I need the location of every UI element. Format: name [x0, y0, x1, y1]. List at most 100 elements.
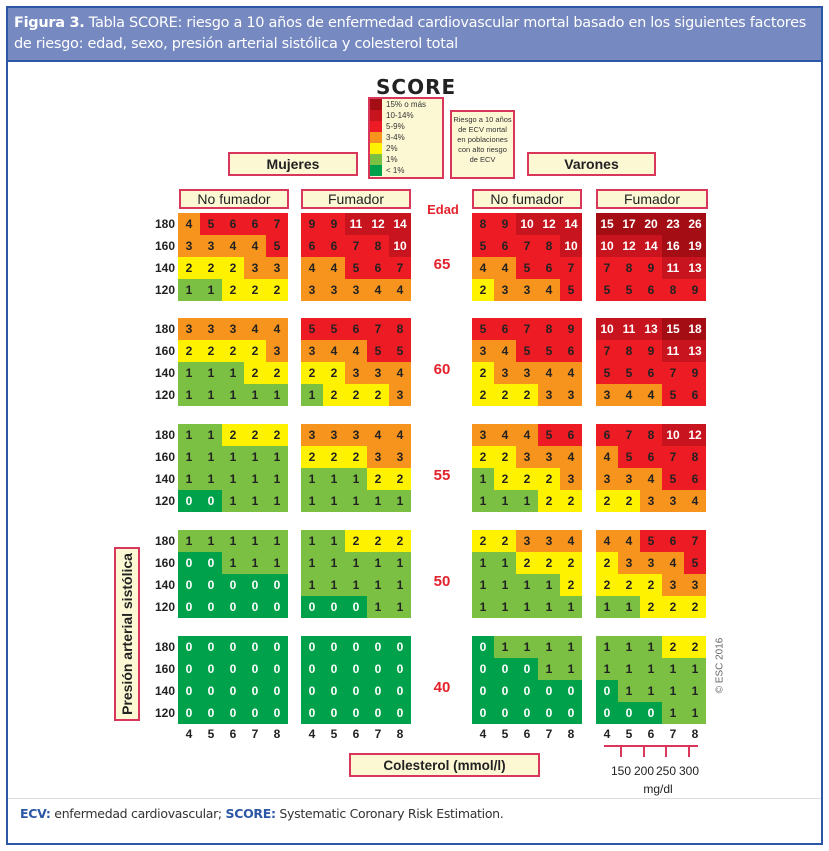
risk-cell: 1 — [367, 552, 389, 574]
risk-cell: 4 — [266, 318, 288, 340]
risk-cell: 4 — [640, 384, 662, 406]
sbp-tick-label: 180 — [154, 217, 175, 231]
risk-cell: 5 — [596, 362, 618, 384]
risk-cell: 1 — [560, 636, 582, 658]
age-label: 60 — [433, 361, 451, 378]
risk-cell: 6 — [596, 424, 618, 446]
risk-cell: 2 — [200, 257, 222, 279]
risk-cell: 2 — [560, 574, 582, 596]
risk-cell: 0 — [367, 680, 389, 702]
risk-cell: 1 — [389, 490, 411, 512]
risk-cell: 20 — [640, 213, 662, 235]
risk-cell: 2 — [345, 530, 367, 552]
risk-cell: 2 — [516, 384, 538, 406]
risk-cell: 9 — [640, 340, 662, 362]
risk-cell: 3 — [200, 318, 222, 340]
risk-cell: 0 — [178, 552, 200, 574]
risk-cell: 0 — [222, 636, 244, 658]
risk-cell: 26 — [684, 213, 706, 235]
cholesterol-tick-label: 6 — [523, 727, 531, 741]
sbp-tick-label: 180 — [154, 534, 175, 548]
risk-cell: 1 — [266, 384, 288, 406]
cholesterol-tick-label: 6 — [647, 727, 655, 741]
risk-cell: 1 — [200, 384, 222, 406]
risk-cell: 2 — [472, 362, 494, 384]
risk-cell: 1 — [618, 596, 640, 618]
risk-cell: 1 — [596, 636, 618, 658]
risk-cell: 2 — [222, 279, 244, 301]
risk-cell: 4 — [367, 279, 389, 301]
risk-cell: 3 — [301, 279, 323, 301]
risk-cell: 4 — [389, 424, 411, 446]
risk-cell: 0 — [560, 702, 582, 724]
risk-cell: 1 — [516, 636, 538, 658]
risk-cell: 12 — [618, 235, 640, 257]
risk-cell: 1 — [178, 468, 200, 490]
figure-label: Figura 3. — [14, 15, 85, 31]
risk-cell: 2 — [640, 596, 662, 618]
legend-item: 3-4% — [370, 132, 442, 143]
cholesterol-tick-label: 8 — [567, 727, 575, 741]
risk-cell: 14 — [560, 213, 582, 235]
risk-cell: 9 — [494, 213, 516, 235]
risk-cell: 0 — [244, 658, 266, 680]
risk-cell: 5 — [684, 552, 706, 574]
risk-cell: 4 — [684, 490, 706, 512]
risk-cell: 0 — [178, 574, 200, 596]
risk-cell: 1 — [323, 530, 345, 552]
risk-cell: 23 — [662, 213, 684, 235]
risk-cell: 1 — [244, 490, 266, 512]
risk-cell: 0 — [178, 596, 200, 618]
risk-cell: 1 — [596, 596, 618, 618]
risk-cell: 3 — [538, 384, 560, 406]
risk-cell: 0 — [178, 490, 200, 512]
risk-cell: 4 — [640, 468, 662, 490]
risk-cell: 0 — [345, 702, 367, 724]
cholesterol-tick-label: 6 — [352, 727, 360, 741]
risk-cell: 1 — [222, 490, 244, 512]
risk-cell: 0 — [345, 636, 367, 658]
sbp-tick-label: 120 — [154, 388, 175, 402]
risk-cell: 0 — [266, 702, 288, 724]
risk-cell: 2 — [301, 446, 323, 468]
mgdl-unit: mg/dl — [643, 782, 673, 796]
risk-cell: 3 — [662, 490, 684, 512]
age-label: 55 — [433, 467, 451, 484]
cholesterol-tick-label: 7 — [545, 727, 553, 741]
risk-cell: 2 — [560, 490, 582, 512]
risk-cell: 1 — [266, 490, 288, 512]
y-axis-label-box: Presión arterial sistólica — [114, 547, 140, 721]
risk-cell: 11 — [662, 340, 684, 362]
risk-cell: 3 — [178, 318, 200, 340]
risk-cell: 10 — [596, 318, 618, 340]
sbp-tick-label: 140 — [154, 684, 175, 698]
cholesterol-tick-label: 7 — [374, 727, 382, 741]
risk-cell: 4 — [662, 552, 684, 574]
risk-cell: 1 — [200, 424, 222, 446]
sbp-tick-label: 180 — [154, 428, 175, 442]
risk-cell: 5 — [596, 279, 618, 301]
risk-cell: 7 — [560, 257, 582, 279]
risk-cell: 0 — [516, 702, 538, 724]
risk-cell: 6 — [345, 318, 367, 340]
risk-cell: 0 — [494, 658, 516, 680]
risk-cell: 2 — [244, 279, 266, 301]
risk-cell: 3 — [516, 362, 538, 384]
legend: 15% o más 10-14% 5-9% 3-4% 2% 1% < 1% — [368, 97, 444, 179]
risk-cell: 4 — [301, 257, 323, 279]
risk-cell: 0 — [178, 702, 200, 724]
cholesterol-tick-label: 4 — [308, 727, 316, 741]
risk-cell: 0 — [266, 680, 288, 702]
risk-cell: 9 — [640, 257, 662, 279]
risk-cell: 0 — [494, 680, 516, 702]
risk-cell: 0 — [266, 596, 288, 618]
sbp-tick-label: 140 — [154, 261, 175, 275]
risk-cell: 5 — [560, 279, 582, 301]
risk-cell: 1 — [222, 362, 244, 384]
risk-cell: 0 — [323, 702, 345, 724]
risk-cell: 7 — [618, 424, 640, 446]
